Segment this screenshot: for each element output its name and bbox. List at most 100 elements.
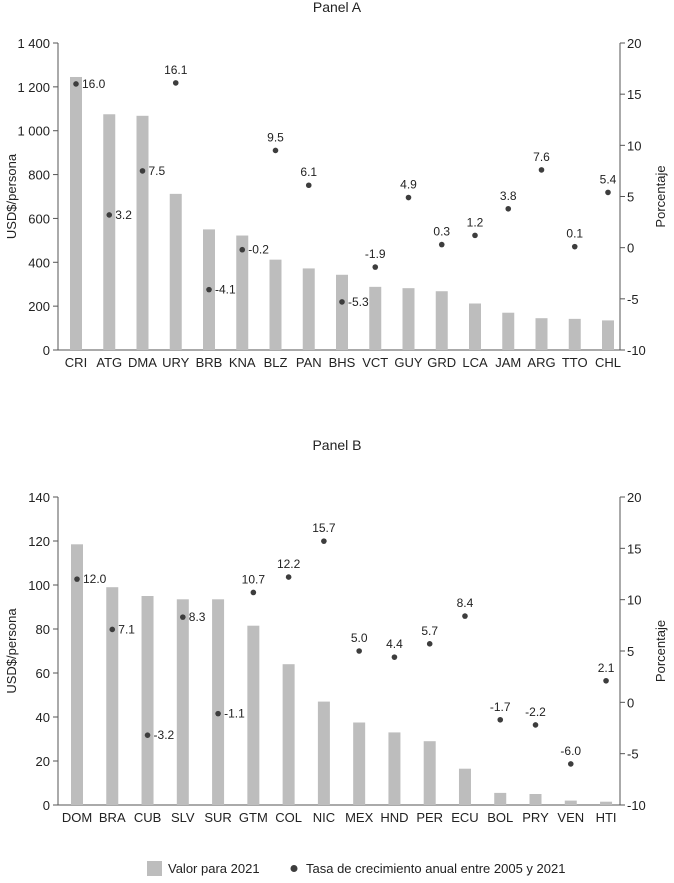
- right-axis-tick-label: 5: [627, 644, 634, 659]
- left-axis-tick-label: 0: [43, 343, 50, 358]
- bar: [70, 76, 82, 350]
- bar: [71, 544, 83, 805]
- right-axis-title: Porcentaje: [653, 165, 668, 227]
- bar: [402, 288, 415, 350]
- growth-dot: [571, 243, 578, 250]
- growth-dot-label: 8.3: [189, 610, 206, 624]
- category-label: PAN: [296, 355, 322, 370]
- left-axis-tick-label: 1 400: [17, 36, 50, 51]
- legend-bar-swatch: [147, 861, 162, 876]
- bar: [247, 625, 260, 805]
- growth-dot-label: 2.1: [598, 661, 615, 675]
- growth-dot: [285, 574, 292, 580]
- bar: [353, 722, 366, 805]
- left-axis-tick-label: 100: [28, 578, 50, 593]
- bar: [141, 596, 154, 805]
- growth-dot-label: -2.2: [525, 705, 546, 719]
- left-axis-tick-label: 60: [36, 666, 50, 681]
- growth-dot: [180, 614, 186, 620]
- left-axis-tick-label: 800: [28, 168, 50, 183]
- category-label: MEX: [345, 810, 374, 825]
- bar: [600, 801, 613, 805]
- growth-dot: [321, 538, 327, 544]
- growth-dot-label: -3.2: [154, 728, 175, 742]
- bar: [529, 794, 542, 805]
- bar: [564, 800, 577, 805]
- growth-dot: [405, 194, 412, 201]
- bar: [602, 320, 614, 350]
- category-label: KNA: [229, 355, 256, 370]
- bar: [103, 114, 116, 351]
- growth-dot: [567, 761, 574, 767]
- bar: [423, 741, 436, 805]
- category-label: GUY: [394, 355, 423, 370]
- growth-dot-label: -6.0: [560, 744, 581, 758]
- growth-dot: [239, 246, 246, 253]
- growth-dot-label: 12.2: [277, 557, 301, 571]
- growth-dot-label: 7.5: [149, 164, 166, 178]
- growth-dot: [472, 232, 478, 239]
- growth-dot: [532, 722, 539, 728]
- bar: [302, 268, 315, 350]
- category-label: DMA: [128, 355, 157, 370]
- category-label: GTM: [239, 810, 268, 825]
- category-label: VEN: [557, 810, 584, 825]
- category-label: VCT: [362, 355, 388, 370]
- bar: [317, 701, 330, 805]
- growth-dot-label: 8.4: [457, 596, 474, 610]
- growth-dot: [172, 80, 179, 86]
- growth-dot: [538, 167, 545, 173]
- category-label: JAM: [495, 355, 521, 370]
- bar: [535, 318, 548, 350]
- category-label: HTI: [596, 810, 617, 825]
- growth-dot: [372, 264, 379, 270]
- growth-dot: [139, 168, 146, 174]
- bar: [212, 599, 225, 805]
- category-label: ARG: [527, 355, 555, 370]
- legend-dot-swatch: [290, 865, 298, 872]
- growth-dot-label: 5.0: [351, 631, 368, 645]
- bar: [269, 259, 282, 350]
- growth-dot: [250, 589, 257, 596]
- growth-dot: [73, 81, 79, 87]
- category-label: ECU: [451, 810, 478, 825]
- growth-dot: [497, 716, 504, 723]
- growth-dot-label: 10.7: [242, 572, 266, 586]
- category-label: DOM: [62, 810, 92, 825]
- growth-dot-label: 7.1: [118, 622, 135, 636]
- growth-dot-label: 3.2: [115, 208, 132, 222]
- left-axis-tick-label: 200: [28, 299, 50, 314]
- right-axis-tick-label: -5: [627, 747, 639, 762]
- growth-dot-label: 5.7: [421, 624, 438, 638]
- growth-dot-label: 1.2: [467, 215, 484, 229]
- right-axis-tick-label: 5: [627, 190, 634, 205]
- growth-dot: [603, 677, 609, 684]
- left-axis-title: USD$/persona: [4, 608, 19, 694]
- right-axis-tick-label: 10: [627, 138, 641, 153]
- growth-dot: [144, 732, 151, 738]
- growth-dot-label: 5.4: [600, 172, 617, 186]
- growth-dot-label: 0.3: [433, 225, 450, 239]
- bar: [494, 792, 507, 805]
- bar: [336, 274, 348, 350]
- right-axis-tick-label: -5: [627, 292, 639, 307]
- growth-dot-label: 3.8: [500, 189, 517, 203]
- growth-dot: [305, 182, 312, 189]
- right-axis-tick-label: 15: [627, 87, 641, 102]
- left-axis-tick-label: 40: [36, 710, 50, 725]
- bar: [282, 664, 295, 805]
- growth-dot-label: -5.3: [348, 295, 369, 309]
- growth-dot-label: 16.1: [164, 63, 188, 77]
- category-label: URY: [162, 355, 190, 370]
- bar: [502, 312, 515, 350]
- left-axis-tick-label: 600: [28, 211, 50, 226]
- category-label: LCA: [462, 355, 488, 370]
- growth-dot: [109, 626, 116, 633]
- growth-dot: [426, 641, 433, 647]
- growth-dot: [106, 212, 113, 218]
- growth-dot: [74, 576, 80, 582]
- category-label: BRB: [196, 355, 223, 370]
- chart-title: Panel B: [312, 437, 361, 453]
